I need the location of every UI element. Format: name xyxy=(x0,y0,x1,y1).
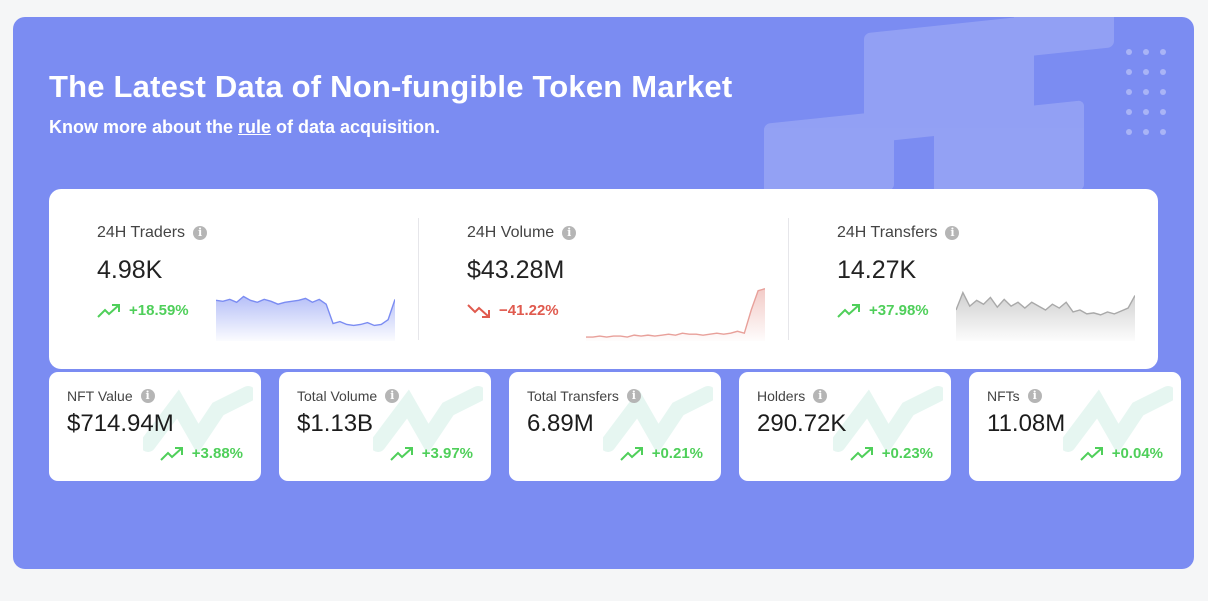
info-icon[interactable]: i xyxy=(140,389,155,403)
stat-change: +37.98% xyxy=(837,302,929,319)
card-label: NFT Value i xyxy=(67,388,155,404)
sparkline-line xyxy=(586,288,765,338)
stat-value: 4.98K xyxy=(97,256,163,284)
divider xyxy=(788,218,789,340)
market-data-panel: The Latest Data of Non-fungible Token Ma… xyxy=(13,17,1194,569)
card-change-text: +0.04% xyxy=(1111,445,1163,462)
card-watermark xyxy=(1063,386,1173,455)
info-icon[interactable]: i xyxy=(945,226,960,240)
card-watermark xyxy=(833,386,943,455)
sparkline-area xyxy=(216,296,395,341)
sparkline-area xyxy=(956,292,1135,341)
card-value: 6.89M xyxy=(527,410,594,437)
card-change: +0.04% xyxy=(1079,445,1163,462)
stat-change: +18.59% xyxy=(97,302,189,319)
sparkline-line xyxy=(216,295,395,327)
sparkline-line xyxy=(956,290,1135,316)
card-holders[interactable]: Holders i 290.72K +0.23% xyxy=(739,372,951,481)
subtitle-text-before: Know more about the xyxy=(49,117,238,137)
sparkline-area xyxy=(586,288,765,341)
stat-label-text: 24H Traders xyxy=(97,224,186,241)
card-change: +3.97% xyxy=(389,445,473,462)
card-value: $714.94M xyxy=(67,410,174,437)
rule-link[interactable]: rule xyxy=(238,117,272,137)
card-watermark xyxy=(603,386,713,455)
divider xyxy=(418,218,419,340)
card-change-text: +0.23% xyxy=(881,445,933,462)
decorative-background-illustration xyxy=(764,17,1166,206)
info-icon[interactable]: i xyxy=(385,389,400,403)
info-icon[interactable]: i xyxy=(1027,389,1042,403)
sparkline-traders xyxy=(216,295,395,341)
stat-traders: 24H Traders i 4.98K +18.59% xyxy=(49,189,419,369)
card-change-text: +0.21% xyxy=(651,445,703,462)
stat-value: $43.28M xyxy=(467,256,565,284)
card-watermark xyxy=(143,386,253,455)
info-icon[interactable]: i xyxy=(562,226,577,240)
stat-label-text: 24H Transfers xyxy=(837,224,938,241)
info-icon[interactable]: i xyxy=(626,389,641,403)
card-change-text: +3.88% xyxy=(191,445,243,462)
trend-up-icon xyxy=(619,446,643,461)
trend-up-icon xyxy=(159,446,183,461)
24h-stats-card: 24H Traders i 4.98K +18.59% 24H Volume i $… xyxy=(49,189,1158,369)
card-value: 11.08M xyxy=(987,410,1066,437)
stat-change: −41.22% xyxy=(467,302,559,319)
card-value: $1.13B xyxy=(297,410,374,437)
card-label: Holders i xyxy=(757,388,828,404)
info-icon[interactable]: i xyxy=(813,389,828,403)
info-icon[interactable]: i xyxy=(193,226,208,240)
card-change: +0.23% xyxy=(849,445,933,462)
stat-change-text: +37.98% xyxy=(869,302,929,319)
card-label-text: NFT Value xyxy=(67,388,133,404)
card-label-text: Total Transfers xyxy=(527,388,619,404)
card-label-text: NFTs xyxy=(987,388,1020,404)
sparkline-transfers xyxy=(956,290,1135,341)
stat-value: 14.27K xyxy=(837,256,917,284)
card-nfts[interactable]: NFTs i 11.08M +0.04% xyxy=(969,372,1181,481)
card-change-text: +3.97% xyxy=(421,445,473,462)
card-label-text: Holders xyxy=(757,388,806,404)
trend-up-icon xyxy=(837,303,860,318)
card-label: Total Transfers i xyxy=(527,388,641,404)
stat-label: 24H Transfers i xyxy=(837,224,960,242)
card-total-volume[interactable]: Total Volume i $1.13B +3.97% xyxy=(279,372,491,481)
stat-transfers: 24H Transfers i 14.27K +37.98% xyxy=(789,189,1159,369)
card-change: +0.21% xyxy=(619,445,703,462)
stat-change-text: +18.59% xyxy=(129,302,189,319)
card-value: 290.72K xyxy=(757,410,847,437)
card-change: +3.88% xyxy=(159,445,243,462)
card-label: Total Volume i xyxy=(297,388,400,404)
stat-change-text: −41.22% xyxy=(499,302,559,319)
page-title: The Latest Data of Non-fungible Token Ma… xyxy=(49,69,733,104)
stat-label-text: 24H Volume xyxy=(467,224,555,241)
trend-up-icon xyxy=(1079,446,1103,461)
card-label: NFTs i xyxy=(987,388,1042,404)
subtitle-text-after: of data acquisition. xyxy=(271,117,441,137)
card-nft-value[interactable]: NFT Value i $714.94M +3.88% xyxy=(49,372,261,481)
trend-up-icon xyxy=(97,303,120,318)
trend-down-icon xyxy=(467,303,490,318)
trend-up-icon xyxy=(849,446,873,461)
stat-volume: 24H Volume i $43.28M −41.22% xyxy=(419,189,789,369)
page-subtitle: Know more about the rule of data acquisi… xyxy=(49,117,440,138)
stat-label: 24H Traders i xyxy=(97,224,208,242)
stat-label: 24H Volume i xyxy=(467,224,577,242)
card-label-text: Total Volume xyxy=(297,388,378,404)
card-watermark xyxy=(373,386,483,455)
sparkline-volume xyxy=(586,288,765,341)
trend-up-icon xyxy=(389,446,413,461)
card-total-transfers[interactable]: Total Transfers i 6.89M +0.21% xyxy=(509,372,721,481)
